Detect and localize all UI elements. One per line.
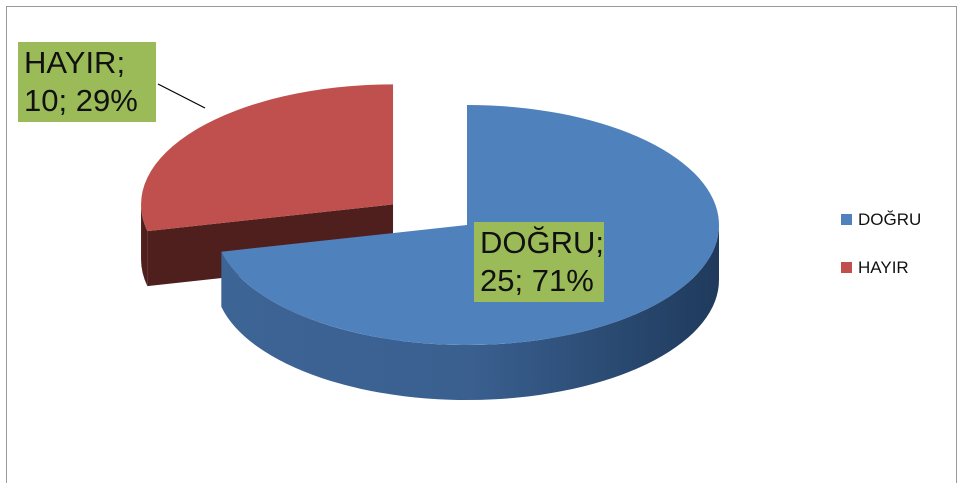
legend-label: HAYIR [858,258,909,277]
legend-swatch [841,262,852,273]
slice-side [221,225,719,401]
legend-swatch [841,214,852,225]
leader-line [157,83,206,109]
chart-border [6,6,957,483]
data-label: HAYIR; 10; 29% [18,42,156,122]
slice-side [141,204,148,287]
legend-label: DOĞRU [858,210,921,229]
pie-slice [141,84,394,232]
data-label: DOĞRU; 25; 71% [474,222,604,302]
